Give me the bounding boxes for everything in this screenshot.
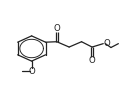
- Text: O: O: [53, 24, 60, 33]
- Text: O: O: [28, 67, 35, 76]
- Text: O: O: [89, 56, 95, 65]
- Text: O: O: [104, 39, 110, 48]
